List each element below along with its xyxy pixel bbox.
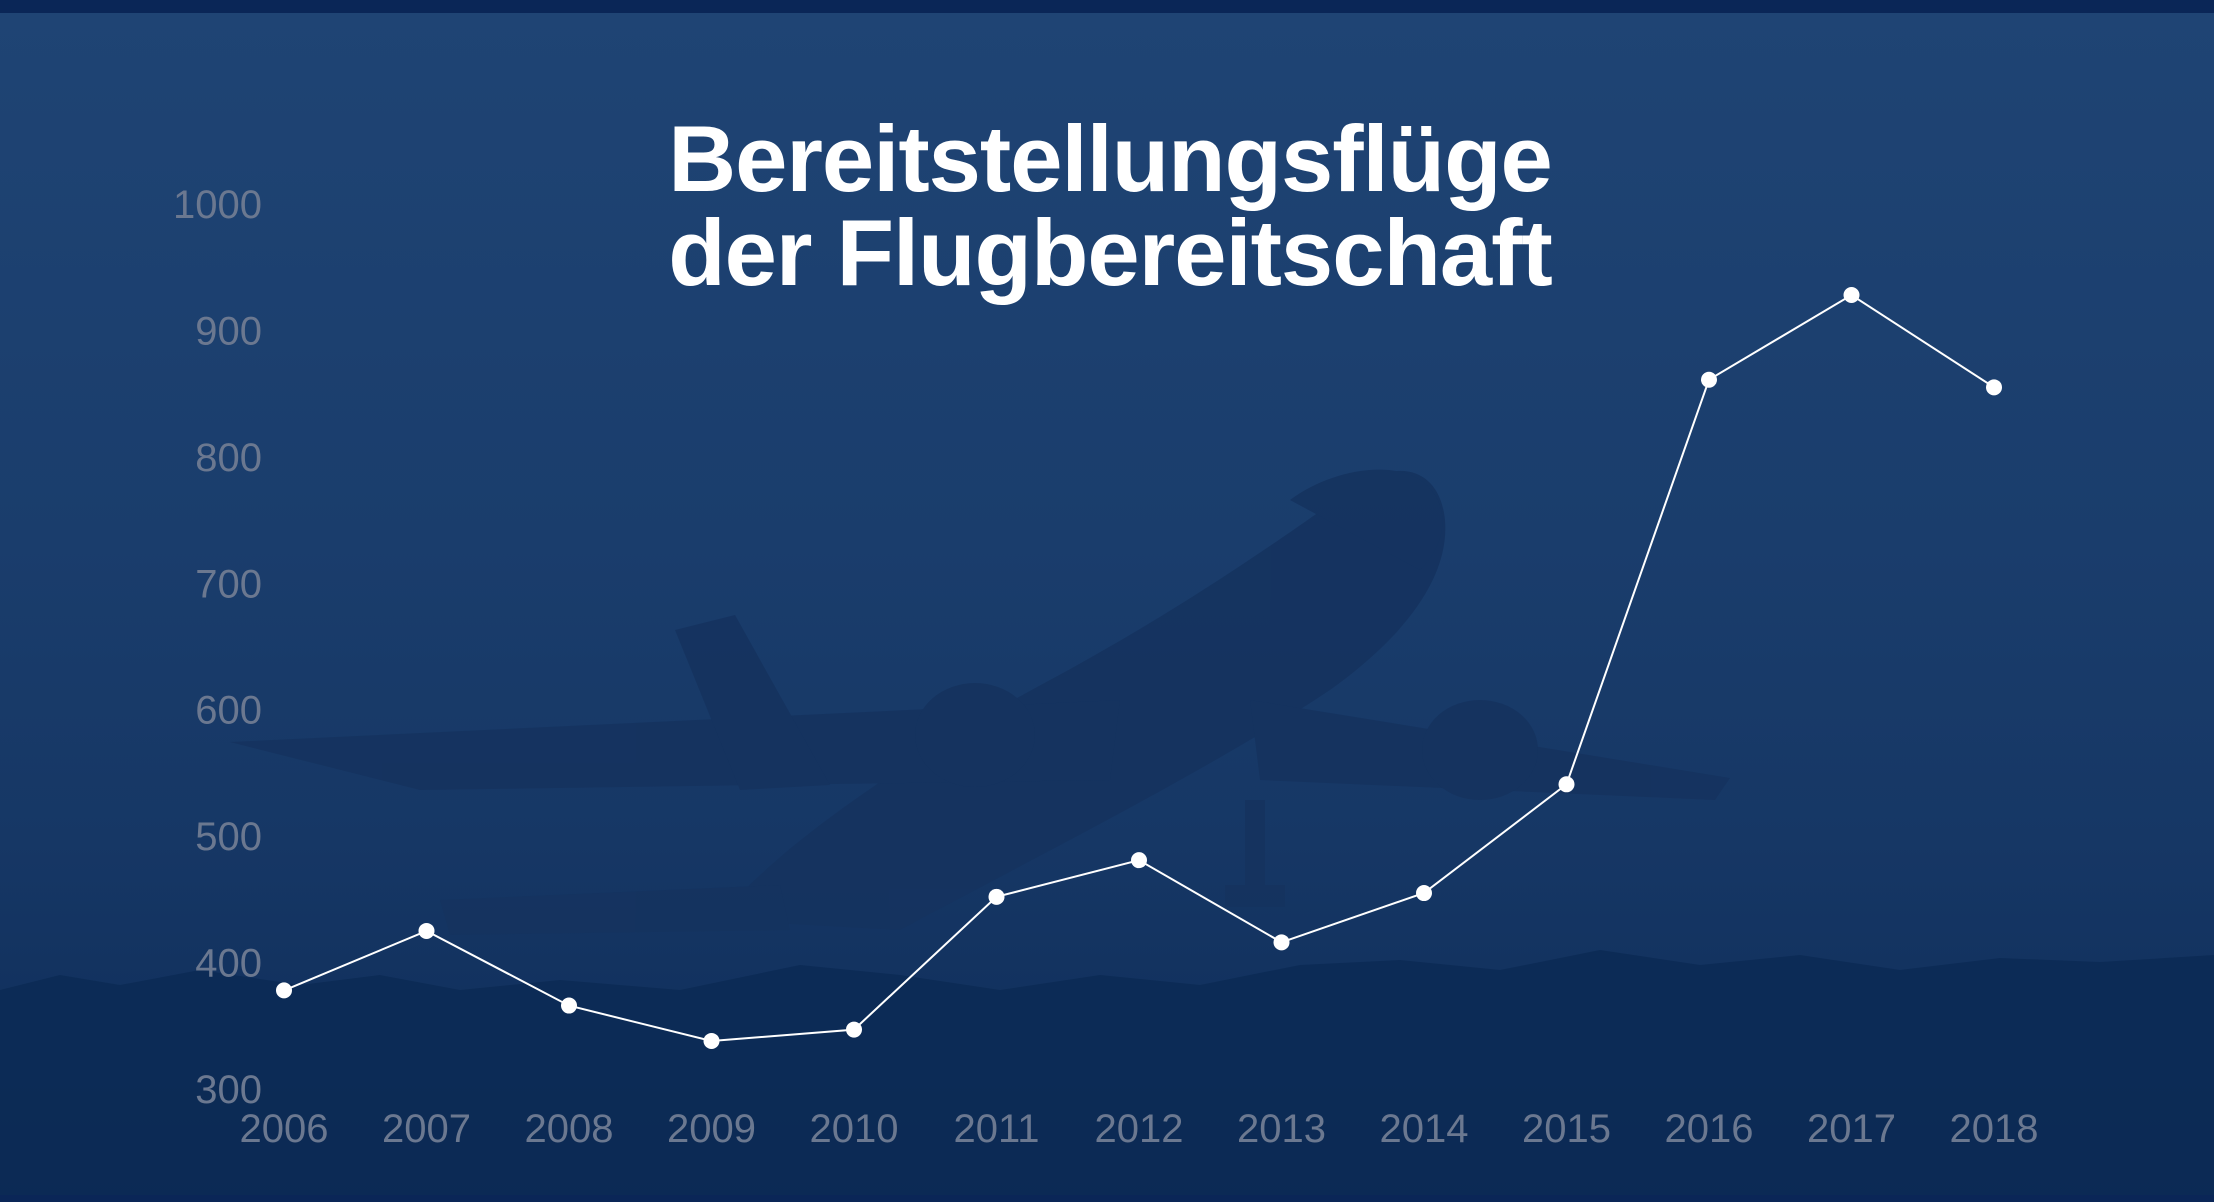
x-tick-label: 2012 bbox=[1095, 1107, 1184, 1151]
x-tick-label: 2018 bbox=[1950, 1107, 2039, 1151]
data-point bbox=[703, 1032, 720, 1049]
y-axis: 1000 900 800 700 600 500 400 300 bbox=[173, 183, 262, 1112]
x-tick-label: 2016 bbox=[1665, 1107, 1754, 1151]
x-tick-label: 2007 bbox=[382, 1107, 471, 1151]
x-tick-label: 2015 bbox=[1522, 1107, 1611, 1151]
y-tick-label: 400 bbox=[195, 942, 262, 986]
data-point bbox=[1131, 852, 1147, 869]
chart-title-line-1: Bereitstellungsflüge bbox=[668, 106, 1553, 211]
chart-title-line-2: der Flugbereitschaft bbox=[668, 200, 1553, 305]
x-tick-label: 2006 bbox=[240, 1107, 329, 1151]
top-bar bbox=[0, 0, 2214, 13]
data-point bbox=[1558, 776, 1575, 793]
data-points bbox=[276, 287, 2002, 1049]
data-point bbox=[1986, 379, 2002, 396]
data-point bbox=[1701, 371, 1717, 388]
series-line bbox=[283, 293, 1995, 1043]
data-point bbox=[1273, 934, 1290, 951]
x-tick-label: 2010 bbox=[810, 1107, 899, 1151]
x-tick-label: 2017 bbox=[1807, 1107, 1896, 1151]
data-point bbox=[846, 1021, 862, 1038]
data-point bbox=[988, 888, 1005, 905]
x-tick-label: 2008 bbox=[525, 1107, 614, 1151]
data-point bbox=[1416, 885, 1432, 902]
chart-title: Bereitstellungsflüge der Flugbereitschaf… bbox=[560, 112, 1660, 300]
y-tick-label: 800 bbox=[195, 436, 262, 480]
x-tick-label: 2011 bbox=[953, 1107, 1039, 1151]
y-tick-label: 600 bbox=[195, 689, 262, 733]
data-point bbox=[561, 997, 577, 1014]
data-point bbox=[1843, 287, 1860, 304]
x-axis: 2006 2007 2008 2009 2010 2011 2012 2013 2014 2015… bbox=[240, 1107, 2039, 1151]
y-tick-label: 1000 bbox=[173, 183, 262, 227]
x-tick-label: 2009 bbox=[667, 1107, 756, 1151]
y-tick-label: 700 bbox=[195, 562, 262, 606]
data-point bbox=[418, 922, 435, 939]
y-tick-label: 300 bbox=[195, 1068, 262, 1112]
data-point bbox=[276, 982, 292, 999]
bottom-bar bbox=[0, 1195, 2214, 1202]
y-tick-label: 500 bbox=[195, 815, 262, 859]
x-tick-label: 2014 bbox=[1380, 1107, 1469, 1151]
y-tick-label: 900 bbox=[195, 309, 262, 353]
x-tick-label: 2013 bbox=[1237, 1107, 1326, 1151]
